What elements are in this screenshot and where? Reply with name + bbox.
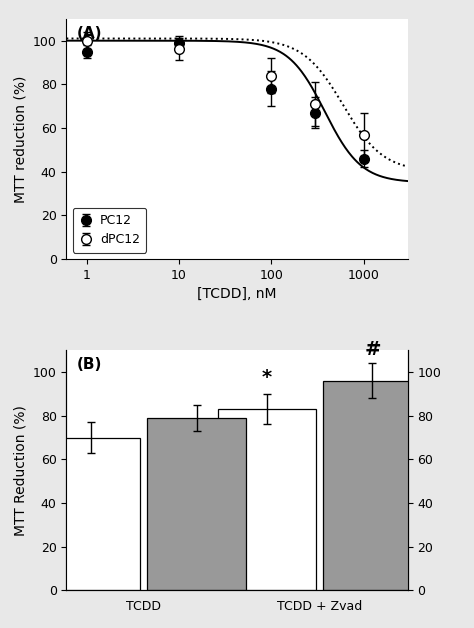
Bar (147, 418, 246, 590)
Bar (218, 409, 316, 590)
Text: *: * (262, 368, 272, 387)
Bar (346, 538, 380, 561)
X-axis label: [TCDD], nM: [TCDD], nM (197, 287, 277, 301)
Text: (B): (B) (77, 357, 102, 372)
Text: (A): (A) (77, 26, 102, 41)
Y-axis label: MTT Reduction (%): MTT Reduction (%) (13, 405, 27, 536)
Y-axis label: MTT reduction (%): MTT reduction (%) (13, 75, 27, 203)
Bar (83, 538, 118, 561)
Bar (323, 381, 422, 590)
Bar (42, 438, 140, 590)
Legend: PC12, dPC12: PC12, dPC12 (73, 208, 146, 252)
Text: #: # (364, 340, 381, 359)
